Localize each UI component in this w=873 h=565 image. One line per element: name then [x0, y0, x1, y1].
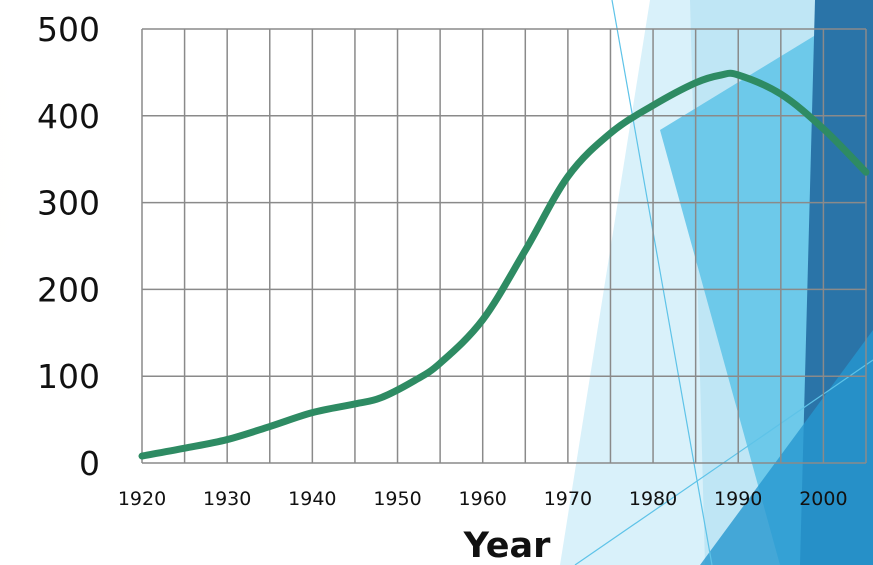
thin-blue-line — [611, 0, 713, 565]
y-tick-label: 100 — [37, 357, 100, 396]
x-tick-label: 1930 — [203, 488, 251, 510]
y-axis-ticks: 0 100 200 300 400 500 — [37, 10, 100, 483]
y-tick-label: 300 — [37, 184, 100, 223]
x-tick-label: 1970 — [544, 488, 592, 510]
grid — [141, 28, 867, 464]
y-tick-label: 500 — [37, 10, 100, 49]
x-tick-label: 2000 — [799, 488, 847, 510]
y-tick-label: 400 — [37, 97, 100, 136]
x-tick-label: 1940 — [288, 488, 336, 510]
x-tick-label: 1960 — [459, 488, 507, 510]
x-axis-ticks: 1920 1930 1940 1950 1960 1970 1980 1990 2000 — [118, 488, 848, 510]
warm-glow-decoration — [0, 0, 140, 540]
blue-corner — [700, 330, 873, 565]
x-tick-label: 1950 — [373, 488, 421, 510]
series-line — [138, 69, 870, 460]
x-axis-label: Year — [463, 526, 551, 565]
x-tick-label: 1980 — [629, 488, 677, 510]
x-tick-label: 1990 — [714, 488, 762, 510]
y-tick-label: 0 — [79, 444, 100, 483]
x-tick-label: 1920 — [118, 488, 166, 510]
y-tick-label: 200 — [37, 270, 100, 309]
